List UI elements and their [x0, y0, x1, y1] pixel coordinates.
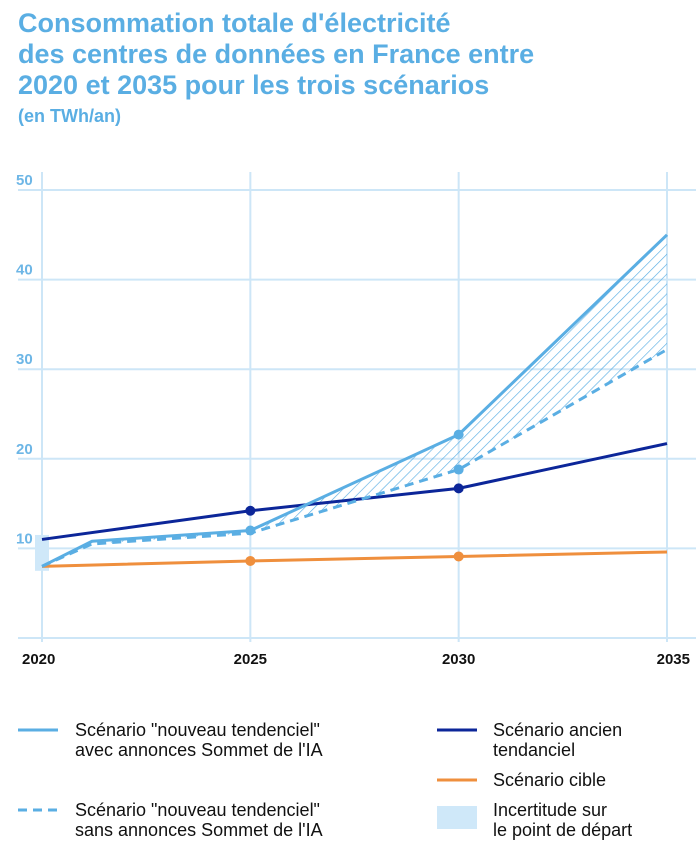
marker-new_without	[453, 464, 464, 475]
legend-target-line-1: Scénario cible	[493, 770, 607, 790]
legend-uncertainty: Incertitude sur le point de départ	[493, 800, 632, 840]
chart-title-line-2: des centres de données en France entre	[18, 39, 535, 69]
marker-old_trend	[245, 505, 256, 516]
legend-new-without: Scénario "nouveau tendenciel" sans annon…	[75, 800, 323, 840]
legend-new-with-line-1: Scénario "nouveau tendenciel"	[75, 720, 320, 740]
grid	[18, 172, 696, 642]
uncertainty-area	[35, 534, 49, 571]
y-tick-label: 50	[16, 172, 33, 189]
marker-target	[245, 555, 256, 566]
x-tick-label: 2020	[22, 651, 55, 668]
series-line-target	[41, 550, 668, 568]
y-tick-label: 30	[16, 351, 33, 368]
x-tick-label: 2025	[234, 651, 267, 668]
marker-new_with	[453, 429, 464, 440]
hatched-area	[42, 234, 667, 567]
legend-swatch-uncertainty	[437, 806, 477, 829]
legend-new-with-line-2: avec annonces Sommet de l'IA	[75, 740, 323, 760]
series-markers	[245, 429, 464, 566]
legend-old-trend-line-2: tendanciel	[493, 740, 576, 760]
series-line-old_trend	[41, 442, 668, 541]
legend-old-trend-line-1: Scénario ancien	[493, 720, 623, 740]
legend-new-with: Scénario "nouveau tendenciel" avec annon…	[75, 720, 323, 760]
legend-swatches	[18, 728, 477, 829]
legend-target: Scénario cible	[493, 770, 606, 790]
legend-uncertainty-line-1: Incertitude sur	[493, 800, 608, 820]
chart-title-line-3: 2020 et 2035 pour les trois scénarios	[18, 70, 490, 100]
legend-new-without-line-1: Scénario "nouveau tendenciel"	[75, 800, 320, 820]
x-axis-ticks: 2020 2025 2030 2035	[22, 651, 690, 668]
uncertainty-rect	[35, 534, 49, 571]
y-tick-label: 20	[16, 441, 33, 458]
x-tick-label: 2035	[657, 651, 690, 668]
marker-old_trend	[453, 483, 464, 494]
y-tick-label: 10	[16, 530, 33, 547]
marker-target	[453, 551, 464, 562]
hatched-polygon	[42, 234, 667, 567]
marker-new_with	[245, 525, 256, 536]
legend-old-trend: Scénario ancien tendanciel	[493, 720, 622, 760]
chart-title-line-1: Consommation totale d'électricité	[18, 8, 451, 38]
legend-uncertainty-line-2: le point de départ	[493, 820, 633, 840]
legend-new-without-line-2: sans annonces Sommet de l'IA	[75, 820, 323, 840]
y-tick-label: 40	[16, 262, 33, 279]
chart-unit: (en TWh/an)	[18, 106, 121, 126]
x-tick-label: 2030	[442, 651, 475, 668]
y-axis-ticks: 10 20 30 40 50	[16, 172, 33, 547]
chart-title: Consommation totale d'électricité des ce…	[18, 8, 688, 101]
